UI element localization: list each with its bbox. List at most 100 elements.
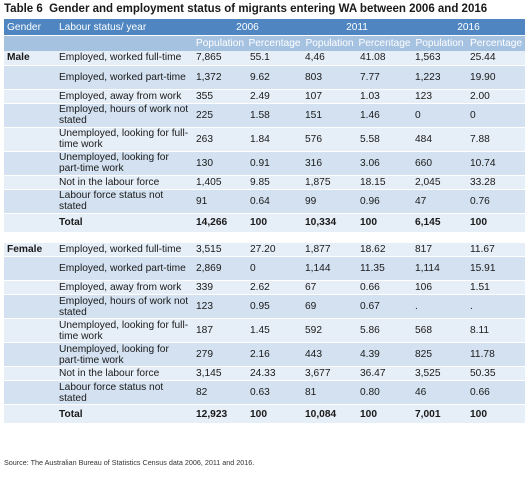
population-cell: 0 (412, 103, 468, 128)
percentage-cell: 0.67 (357, 294, 413, 319)
population-cell: 1,144 (302, 256, 358, 281)
gender-cell (4, 151, 56, 176)
population-cell: 10,084 (302, 404, 358, 424)
gender-label: Female (4, 242, 56, 257)
population-cell: 4,46 (302, 51, 358, 66)
percentage-cell: 3.06 (357, 151, 413, 176)
population-cell: 825 (412, 342, 468, 367)
table-row: Unemployed, looking for full-time work 26… (4, 127, 526, 152)
table-row: Employed, away from work 339 2.62 67 0.66 106… (4, 280, 526, 295)
table-row: Labour force status not stated 82 0.63 81 0.… (4, 380, 526, 405)
gender-cell (4, 127, 56, 152)
labour-status: Not in the labour force (56, 366, 193, 381)
percentage-cell: 100 (247, 404, 303, 424)
population-cell: 130 (193, 151, 247, 176)
percentage-cell: 0.64 (247, 189, 303, 214)
percentage-cell: 0.96 (357, 189, 413, 214)
population-cell: 7,001 (412, 404, 468, 424)
table-row: Labour force status not stated 91 0.64 99 0.… (4, 189, 526, 214)
gender-cell (4, 213, 56, 233)
percentage-cell: 2.00 (467, 89, 526, 104)
percentage-cell: 0.63 (247, 380, 303, 405)
population-cell: 1,875 (302, 175, 358, 190)
labour-status: Employed, away from work (56, 89, 193, 104)
percentage-cell: 11.67 (467, 242, 526, 257)
percentage-cell: 9.62 (247, 65, 303, 90)
percentage-cell: 0.95 (247, 294, 303, 319)
labour-status: Labour force status not stated (56, 189, 193, 214)
population-cell: 263 (193, 127, 247, 152)
gender-cell (4, 103, 56, 128)
population-cell: 69 (302, 294, 358, 319)
header-row-years: Gender Labour status/ year 2006 2011 201… (4, 19, 526, 36)
table-row: Female Employed, worked full-time 3,515 27.… (4, 242, 526, 257)
table-row: Employed, hours of work not stated 123 0.9… (4, 294, 526, 319)
population-cell: 339 (193, 280, 247, 295)
population-cell: 81 (302, 380, 358, 405)
table-title: Gender and employment status of migrants… (49, 3, 488, 15)
labour-status: Employed, worked full-time (56, 242, 193, 257)
population-cell: 817 (412, 242, 468, 257)
labour-status: Employed, worked part-time (56, 65, 193, 90)
labour-status: Total (56, 404, 193, 424)
population-cell: 10,334 (302, 213, 358, 233)
population-cell: 82 (193, 380, 247, 405)
table-row: Employed, away from work 355 2.49 107 1.03 12… (4, 89, 526, 104)
population-cell: 1,223 (412, 65, 468, 90)
population-cell: 1,114 (412, 256, 468, 281)
percentage-cell: 1.58 (247, 103, 303, 128)
labour-status: Unemployed, looking for full-time work (56, 127, 193, 152)
percentage-cell: 1.03 (357, 89, 413, 104)
gender-cell (4, 256, 56, 281)
gender-cell (4, 366, 56, 381)
table-caption: Table 6 Gender and employment status of … (4, 3, 487, 15)
percentage-cell: 24.33 (247, 366, 303, 381)
percentage-cell: 0.66 (357, 280, 413, 295)
percentage-cell: 11.35 (357, 256, 413, 281)
percentage-cell: 1.84 (247, 127, 303, 152)
table-body: Male Employed, worked full-time 7,865 55.1 4… (4, 51, 526, 424)
table-row: Employed, worked part-time 1,372 9.62 803 7.… (4, 65, 526, 90)
labour-status: Employed, away from work (56, 280, 193, 295)
gender-label: Male (4, 51, 56, 66)
table-row: Male Employed, worked full-time 7,865 55.1 4… (4, 51, 526, 66)
header-population: Population (412, 35, 468, 51)
percentage-cell: 50.35 (467, 366, 526, 381)
percentage-cell: 5.86 (357, 318, 413, 343)
table-number: Table 6 (4, 3, 43, 15)
labour-status: Employed, hours of work not stated (56, 103, 193, 128)
population-cell: 6,145 (412, 213, 468, 233)
gender-cell (4, 89, 56, 104)
population-cell: 3,677 (302, 366, 358, 381)
header-year: 2006 (193, 19, 303, 36)
percentage-cell: 100 (467, 213, 526, 233)
percentage-cell: 18.62 (357, 242, 413, 257)
population-cell: 12,923 (193, 404, 247, 424)
gender-cell (4, 175, 56, 190)
population-cell: 107 (302, 89, 358, 104)
population-cell: 123 (193, 294, 247, 319)
table-row: Unemployed, looking for full-time work 18… (4, 318, 526, 343)
gender-cell (4, 342, 56, 367)
labour-status: Labour force status not stated (56, 380, 193, 405)
header-row-measures: Population Percentage Population Percent… (4, 35, 526, 51)
percentage-cell: 18.15 (357, 175, 413, 190)
percentage-cell: 36.47 (357, 366, 413, 381)
population-cell: 3,145 (193, 366, 247, 381)
population-cell: 3,515 (193, 242, 247, 257)
percentage-cell: 100 (467, 404, 526, 424)
labour-status: Employed, worked full-time (56, 51, 193, 66)
table-row: Unemployed, looking for part-time work 27… (4, 342, 526, 367)
percentage-cell: 0.91 (247, 151, 303, 176)
gender-cell (4, 65, 56, 90)
percentage-cell: 4.39 (357, 342, 413, 367)
table-row: Unemployed, looking for part-time work 13… (4, 151, 526, 176)
percentage-cell: 2.62 (247, 280, 303, 295)
labour-status: Employed, hours of work not stated (56, 294, 193, 319)
population-cell: 46 (412, 380, 468, 405)
percentage-cell: 7.77 (357, 65, 413, 90)
percentage-cell: 10.74 (467, 151, 526, 176)
percentage-cell: 7.88 (467, 127, 526, 152)
percentage-cell: 8.11 (467, 318, 526, 343)
gender-cell (4, 380, 56, 405)
